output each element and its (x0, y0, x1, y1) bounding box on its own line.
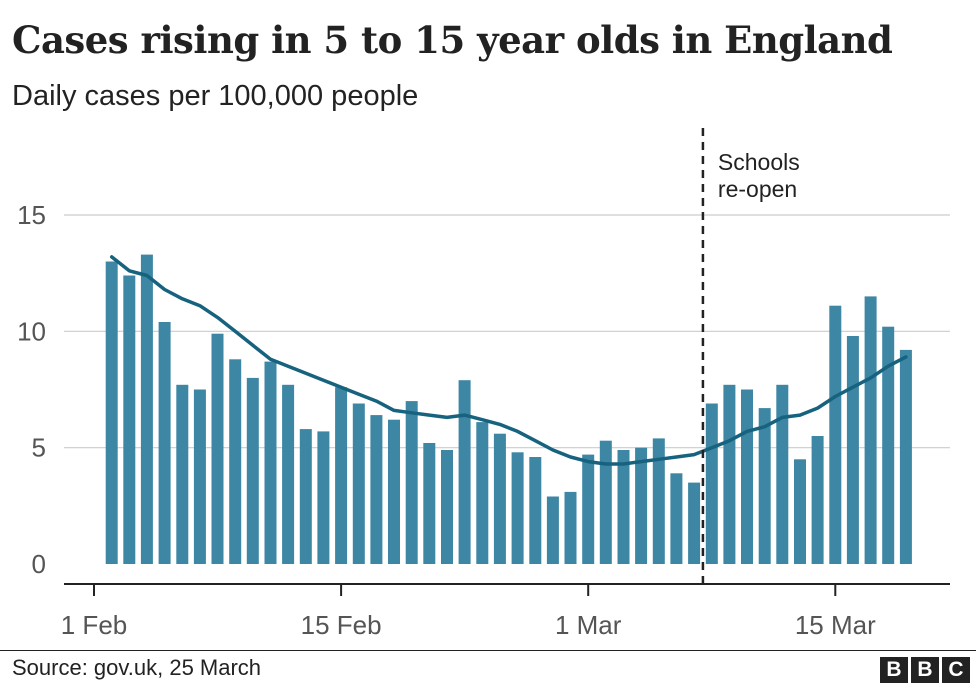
x-tick-label: 1 Feb (61, 610, 128, 640)
footer-divider (0, 650, 976, 651)
chart-title: Cases rising in 5 to 15 year olds in Eng… (12, 18, 893, 62)
bar (688, 482, 701, 564)
bar (441, 450, 453, 564)
bar (405, 401, 418, 564)
bar (582, 454, 595, 564)
bar (776, 384, 789, 564)
y-tick-label: 0 (32, 549, 46, 579)
bar (264, 361, 277, 564)
bar (705, 403, 718, 564)
bar (741, 389, 753, 564)
bar (299, 429, 312, 564)
bar (229, 359, 242, 564)
x-tick-label: 15 Mar (795, 610, 876, 640)
bar (899, 349, 912, 564)
bar (723, 384, 736, 564)
logo-letter: C (942, 657, 970, 683)
bar (370, 415, 383, 564)
bar (476, 422, 489, 564)
bar (811, 436, 824, 564)
y-tick-label: 5 (32, 433, 46, 463)
bar (423, 443, 436, 564)
bar (140, 254, 153, 564)
bar (176, 384, 189, 564)
bar (158, 322, 171, 564)
bar (211, 333, 224, 564)
bar (352, 403, 365, 564)
annotation-label: re-open (718, 176, 797, 202)
bar-series (105, 254, 912, 564)
y-tick-label: 10 (17, 316, 46, 346)
chart-subtitle: Daily cases per 100,000 people (12, 80, 419, 112)
bar (193, 389, 206, 564)
bar (317, 431, 330, 564)
bbc-logo: B B C (880, 657, 970, 683)
bar (546, 496, 559, 564)
bar (599, 440, 612, 564)
bar (829, 305, 842, 564)
bar (123, 275, 136, 564)
rolling-average-line (109, 255, 908, 466)
bar (511, 452, 524, 564)
bar (864, 296, 877, 564)
bar (882, 326, 895, 564)
bar (246, 377, 259, 564)
bar (282, 384, 295, 564)
bar (493, 433, 506, 564)
bar (564, 491, 577, 564)
bar (846, 336, 859, 564)
bar (794, 459, 806, 564)
bar (105, 261, 118, 564)
bar (617, 450, 630, 564)
axes: 0 5 10 15 1 Feb 15 Feb 1 Mar 15 Mar (17, 200, 950, 640)
source-note: Source: gov.uk, 25 March (12, 655, 262, 680)
bar (670, 473, 683, 564)
bar (652, 438, 665, 564)
bar (529, 457, 542, 564)
bar (335, 387, 348, 564)
y-tick-label: 15 (17, 200, 46, 230)
x-tick-label: 15 Feb (301, 610, 382, 640)
bar (635, 447, 648, 564)
bar (388, 419, 400, 564)
logo-letter: B (880, 657, 908, 683)
x-tick-label: 1 Mar (555, 610, 622, 640)
bar (758, 408, 771, 564)
annotation-label: Schools (718, 149, 800, 175)
logo-letter: B (911, 657, 939, 683)
rolling-average-series (109, 255, 908, 466)
bar (458, 380, 471, 564)
